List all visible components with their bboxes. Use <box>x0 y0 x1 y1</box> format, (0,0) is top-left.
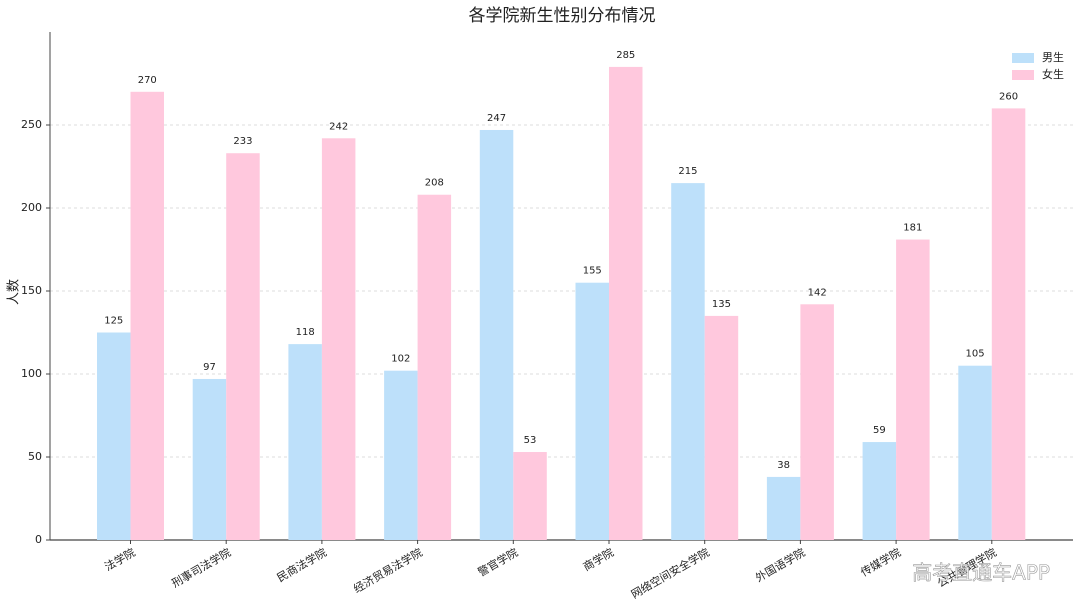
bar <box>226 153 260 540</box>
bar <box>704 315 739 540</box>
value-label: 97 <box>203 362 216 373</box>
bar <box>288 344 322 540</box>
bar <box>896 239 930 541</box>
bar <box>766 476 801 540</box>
y-axis-label: 人数 <box>7 279 22 305</box>
x-tick-label: 商学院 <box>580 545 616 574</box>
bar <box>862 442 897 540</box>
bar <box>513 452 547 540</box>
y-tick-label: 150 <box>21 284 42 297</box>
y-tick-label: 200 <box>21 201 42 214</box>
y-tick-label: 100 <box>21 367 42 380</box>
value-label: 215 <box>678 166 697 177</box>
value-label: 105 <box>966 349 985 360</box>
value-label: 38 <box>777 460 790 471</box>
bar <box>609 66 643 541</box>
value-label: 233 <box>233 136 252 147</box>
watermark: 高考直通车APP <box>912 561 1050 585</box>
value-label: 247 <box>487 113 506 124</box>
value-label: 208 <box>425 178 444 189</box>
y-tick-label: 0 <box>35 533 42 546</box>
legend-swatch <box>1012 70 1034 80</box>
x-tick-label: 经济贸易法学院 <box>351 545 425 596</box>
legend-swatch <box>1012 53 1034 63</box>
x-tick-label: 民商法学院 <box>274 545 329 585</box>
bar <box>958 365 992 540</box>
legend-label: 男生 <box>1042 50 1064 64</box>
value-label: 181 <box>903 223 922 234</box>
bar <box>192 378 227 540</box>
x-tick-label: 传媒学院 <box>858 545 903 579</box>
value-label: 155 <box>583 266 602 277</box>
value-label: 59 <box>873 425 886 436</box>
bar <box>97 332 131 540</box>
value-label: 53 <box>524 435 537 446</box>
bar <box>384 370 418 540</box>
y-tick-label: 250 <box>21 118 42 131</box>
y-tick-label: 50 <box>28 450 42 463</box>
x-tick-label: 法学院 <box>102 545 138 574</box>
value-label: 142 <box>808 287 827 298</box>
value-label: 242 <box>329 121 348 132</box>
bar <box>575 282 609 540</box>
bar <box>417 194 452 540</box>
legend-label: 女生 <box>1042 67 1064 81</box>
value-label: 270 <box>138 75 157 86</box>
value-label: 285 <box>616 50 635 61</box>
x-tick-label: 刑事司法学院 <box>169 545 233 590</box>
bar <box>991 108 1026 541</box>
x-tick-label: 外国语学院 <box>753 545 808 585</box>
value-label: 260 <box>999 91 1018 102</box>
bar <box>671 183 705 540</box>
bar <box>800 304 834 540</box>
value-label: 135 <box>712 299 731 310</box>
value-label: 118 <box>296 327 315 338</box>
bar <box>130 91 164 541</box>
x-tick-label: 网络空间安全学院 <box>628 545 711 601</box>
bar <box>479 129 514 541</box>
bar <box>321 138 356 540</box>
value-label: 125 <box>104 316 123 327</box>
chart-title: 各学院新生性别分布情况 <box>469 6 656 26</box>
value-label: 102 <box>391 354 410 365</box>
x-tick-label: 警官学院 <box>475 545 520 579</box>
